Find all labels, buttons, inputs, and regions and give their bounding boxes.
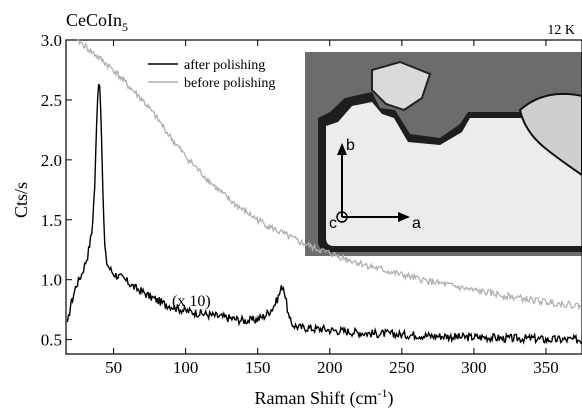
- chart-title: CeCoIn5: [66, 10, 128, 34]
- c-axis-marker: [336, 211, 348, 223]
- x-tick-label: 100: [173, 358, 199, 377]
- sample-photo-inset: b a c: [305, 52, 582, 256]
- b-axis-label: b: [346, 137, 355, 154]
- x-axis-title: Raman Shift (cm-1): [255, 386, 394, 409]
- series-before-polishing: [77, 39, 582, 312]
- y-tick-label: 1.0: [41, 271, 62, 290]
- legend-label-before: before polishing: [184, 76, 275, 91]
- y-axis-title: Cts/s: [11, 182, 31, 218]
- x-tick-label: 50: [105, 358, 122, 377]
- c-axis-label: c: [329, 215, 337, 232]
- legend-label-after: after polishing: [184, 58, 265, 73]
- series-after-polishing: [66, 83, 582, 345]
- sample-edge-debris: [518, 92, 582, 177]
- x-tick-label: 200: [317, 358, 343, 377]
- b-arrowhead: [337, 143, 347, 155]
- legend: after polishing before polishing: [148, 58, 275, 91]
- x-tick-label: 250: [389, 358, 415, 377]
- sample-surface: [326, 102, 582, 246]
- scale-annotation: (x 10): [172, 293, 211, 310]
- plot-frame: [65, 39, 582, 355]
- y-tick-label: 1.5: [41, 211, 62, 230]
- a-axis-label: a: [412, 215, 421, 232]
- y-tick-label: 0.5: [41, 331, 62, 350]
- temperature-label: 12 K: [547, 23, 575, 38]
- x-tick-label: 350: [533, 358, 559, 377]
- y-tick-label: 3.0: [41, 31, 62, 50]
- series-group: [66, 39, 582, 345]
- y-axis: 0.5 1.0 1.5 2.0 2.5 3.0: [41, 31, 72, 350]
- y-tick-label: 2.5: [41, 91, 62, 110]
- sample-flake: [371, 60, 432, 112]
- a-arrowhead: [398, 212, 410, 222]
- x-tick-label: 150: [245, 358, 271, 377]
- x-axis: 50 100 150 200 250 300 350: [105, 40, 559, 377]
- x-tick-label: 300: [461, 358, 487, 377]
- y-tick-label: 2.0: [41, 151, 62, 170]
